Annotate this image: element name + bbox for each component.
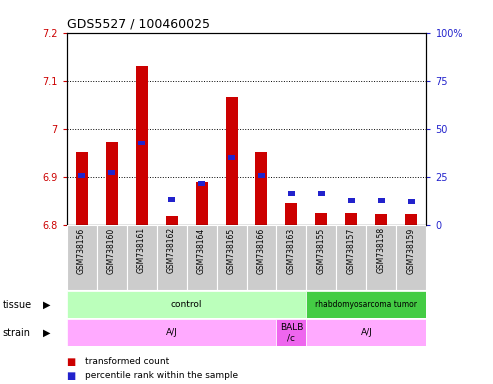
Text: transformed count: transformed count: [85, 357, 170, 366]
Bar: [67, 319, 277, 346]
Bar: [225, 98, 238, 225]
Bar: [196, 182, 208, 225]
Bar: [228, 155, 235, 160]
Bar: [198, 182, 205, 186]
Text: GSM738162: GSM738162: [167, 227, 176, 273]
Text: BALB
/c: BALB /c: [280, 323, 303, 343]
Bar: [378, 198, 385, 203]
Bar: [288, 191, 295, 196]
Bar: [258, 173, 265, 178]
Bar: [408, 199, 415, 204]
Bar: [106, 142, 117, 225]
Bar: [307, 291, 426, 318]
Text: A/J: A/J: [360, 328, 372, 338]
Text: GSM738164: GSM738164: [197, 227, 206, 273]
Text: GSM738163: GSM738163: [287, 227, 296, 273]
Bar: [255, 152, 268, 225]
Bar: [78, 173, 85, 178]
Bar: [316, 213, 327, 225]
Text: GSM738156: GSM738156: [77, 227, 86, 273]
Bar: [285, 203, 297, 225]
Text: A/J: A/J: [166, 328, 177, 338]
Bar: [405, 214, 418, 225]
Bar: [186, 225, 216, 290]
Text: control: control: [171, 300, 202, 309]
Bar: [277, 225, 307, 290]
Text: GSM738158: GSM738158: [377, 227, 386, 273]
Bar: [277, 319, 307, 346]
Text: GSM738165: GSM738165: [227, 227, 236, 273]
Text: GDS5527 / 100460025: GDS5527 / 100460025: [67, 17, 210, 30]
Text: GSM738161: GSM738161: [137, 227, 146, 273]
Bar: [138, 141, 145, 146]
Bar: [246, 225, 277, 290]
Bar: [366, 225, 396, 290]
Text: ■: ■: [67, 371, 76, 381]
Text: tissue: tissue: [2, 300, 32, 310]
Text: rhabdomyosarcoma tumor: rhabdomyosarcoma tumor: [316, 300, 418, 309]
Text: GSM738160: GSM738160: [107, 227, 116, 273]
Text: ▶: ▶: [43, 328, 51, 338]
Bar: [127, 225, 157, 290]
Bar: [348, 198, 355, 203]
Bar: [346, 213, 357, 225]
Text: GSM738166: GSM738166: [257, 227, 266, 273]
Text: percentile rank within the sample: percentile rank within the sample: [85, 371, 239, 380]
Bar: [168, 197, 176, 202]
Bar: [67, 291, 307, 318]
Text: GSM738155: GSM738155: [317, 227, 326, 273]
Text: ■: ■: [67, 357, 76, 367]
Text: GSM738159: GSM738159: [407, 227, 416, 273]
Bar: [396, 225, 426, 290]
Bar: [317, 191, 325, 196]
Text: ▶: ▶: [43, 300, 51, 310]
Bar: [157, 225, 186, 290]
Bar: [376, 214, 387, 225]
Bar: [216, 225, 246, 290]
Bar: [108, 170, 115, 175]
Text: GSM738157: GSM738157: [347, 227, 356, 273]
Bar: [136, 66, 147, 225]
Bar: [75, 152, 88, 225]
Bar: [307, 319, 426, 346]
Bar: [307, 225, 336, 290]
Bar: [67, 225, 97, 290]
Bar: [336, 225, 366, 290]
Bar: [97, 225, 127, 290]
Bar: [166, 216, 177, 225]
Text: strain: strain: [2, 328, 31, 338]
